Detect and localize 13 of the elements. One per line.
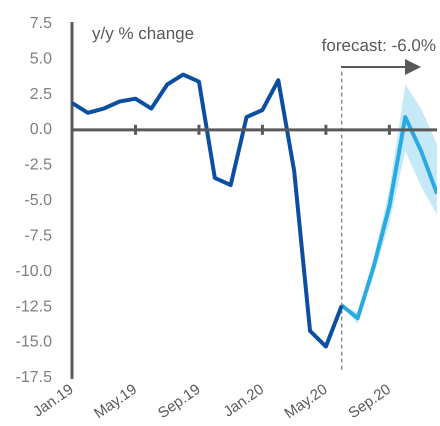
annotation: forecast: -6.0% (322, 36, 436, 55)
y-tick-label: -10.0 (16, 262, 52, 280)
y-tick-label: 0.0 (30, 121, 52, 138)
y-axis-title: y/y % change (92, 24, 194, 43)
y-tick-label: -2.5 (24, 156, 52, 174)
y-tick-label: -15.0 (16, 334, 52, 351)
y-tick-label: -7.5 (24, 227, 52, 244)
y-tick-label: 7.5 (30, 15, 52, 32)
y-tick-label: -12.5 (16, 298, 52, 316)
y-tick-label: 2.5 (30, 86, 52, 103)
y-tick-label: 5.0 (30, 50, 52, 68)
y-tick-label: -5.0 (24, 192, 52, 210)
y-tick-label: -17.5 (16, 369, 52, 386)
